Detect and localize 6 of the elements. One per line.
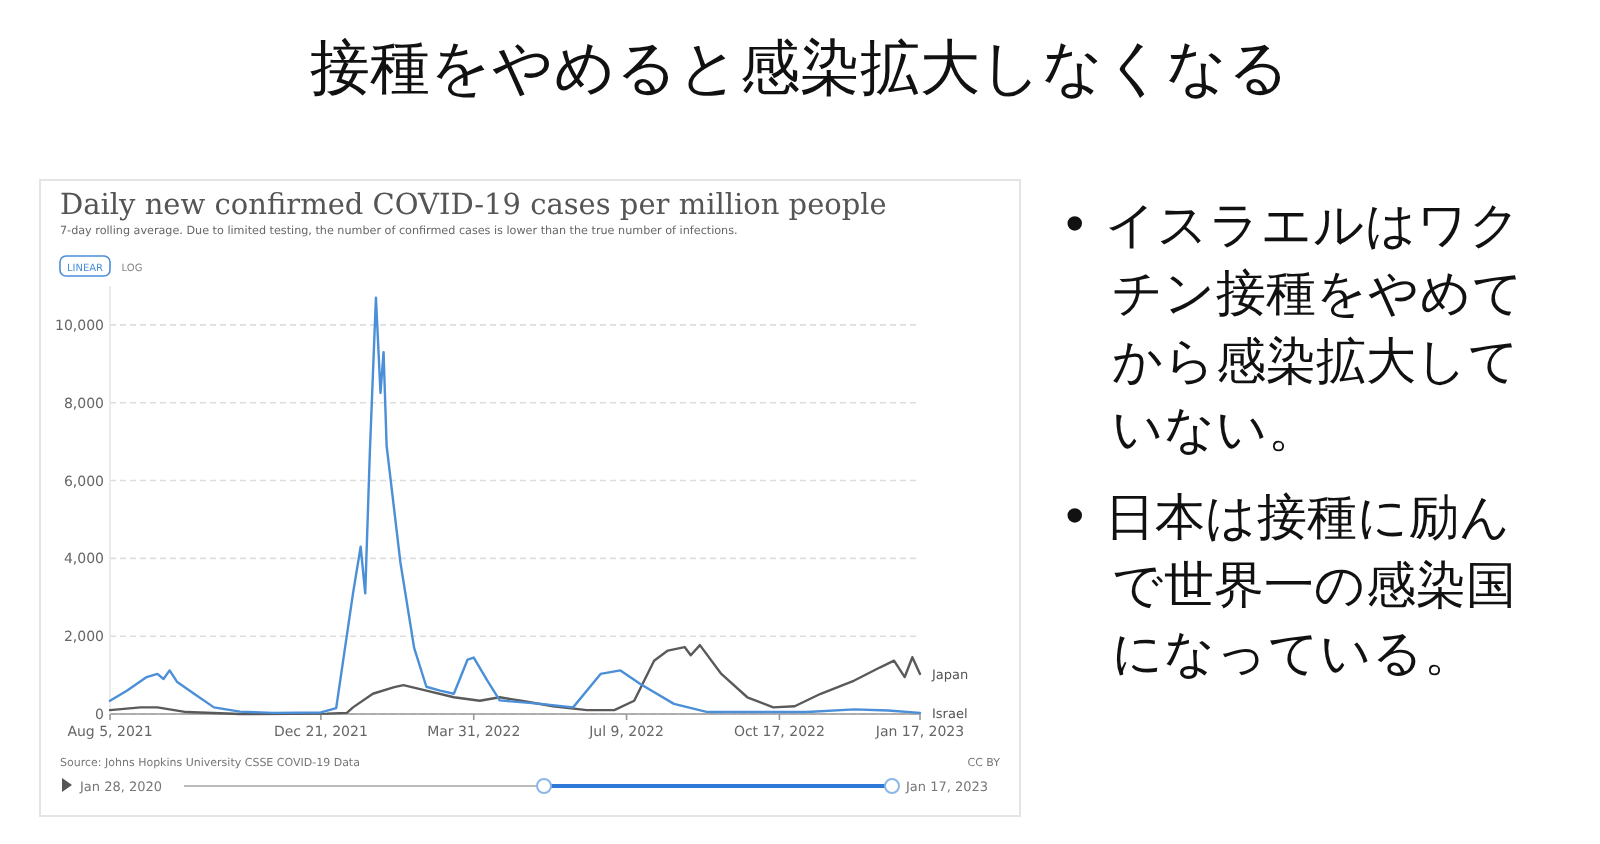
text: • イスラエルはワクチン接種をやめてから感染拡大していない。 <box>1060 194 1526 462</box>
line-series <box>108 643 922 716</box>
text: 接種をやめると感染拡大しなくなる <box>310 34 1290 104</box>
line-series <box>108 296 922 715</box>
text: • 日本は接種に励んで世界一の感染国になっている。 <box>1060 486 1518 686</box>
chart-title: Daily new confirmed COVID-19 cases per million people <box>60 190 887 222</box>
